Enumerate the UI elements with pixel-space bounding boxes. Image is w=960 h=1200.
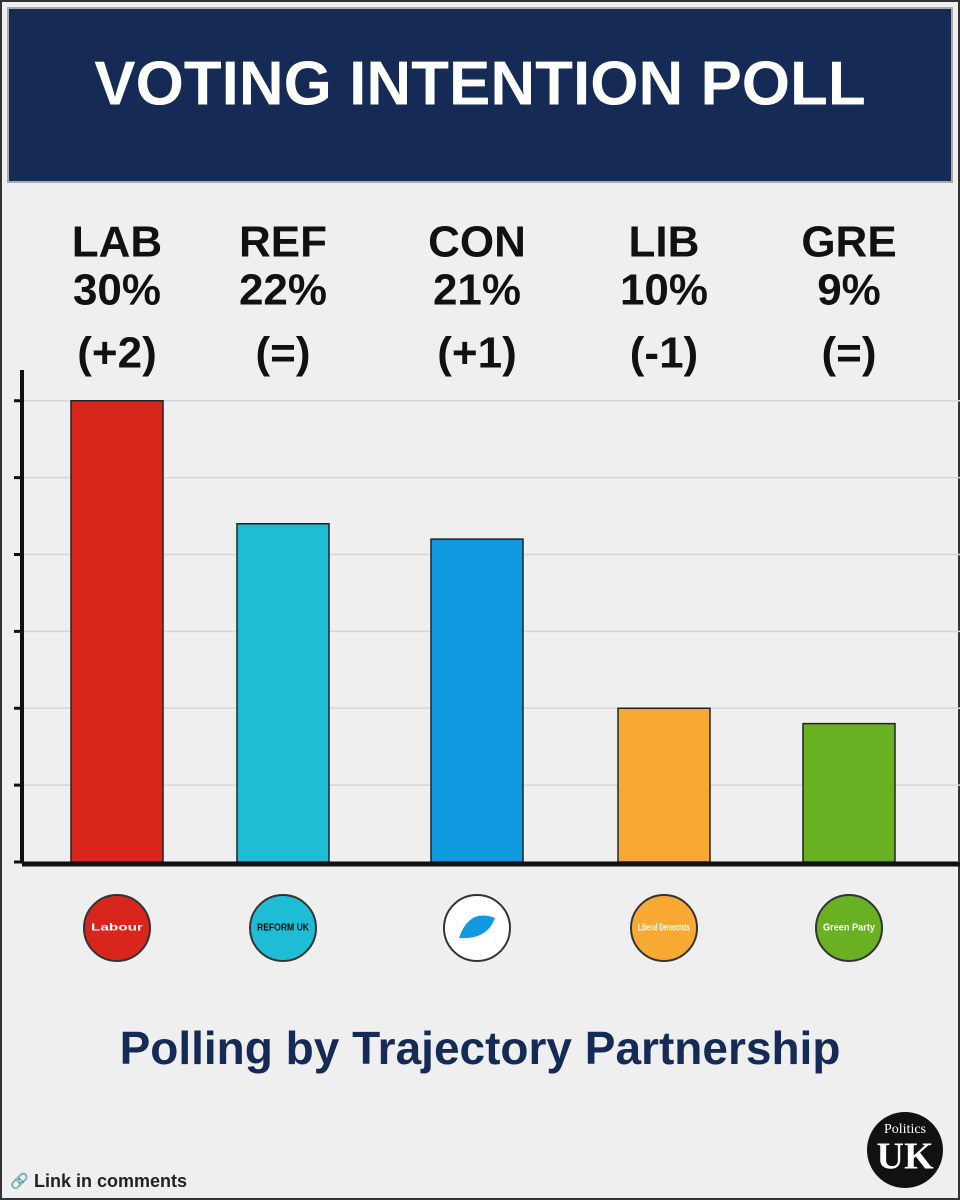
party-name: CON: [428, 218, 526, 267]
link-icon: 🔗: [10, 1171, 29, 1190]
party-logo: [815, 894, 883, 962]
logo-tree: [459, 915, 495, 939]
party-logo: [249, 894, 317, 962]
party-name: GRE: [801, 218, 896, 267]
value-label: 22%: [239, 266, 327, 315]
value-label: 30%: [73, 266, 161, 315]
logo-text: REFORM UK: [257, 923, 310, 934]
chart-title: VOTING INTENTION POLL: [94, 49, 866, 118]
value-label: 10%: [620, 266, 708, 315]
brand-logo: [867, 1112, 943, 1188]
bar: [70, 400, 164, 863]
party-logo: [83, 894, 151, 962]
change-label: (=): [256, 329, 311, 378]
change-label: (-1): [630, 329, 698, 378]
bar: [430, 538, 524, 863]
value-label: 9%: [817, 266, 881, 315]
logo-text: Liberal Democrats: [638, 923, 690, 934]
party-logo: [630, 894, 698, 962]
bar: [236, 523, 330, 863]
party-name: REF: [239, 218, 327, 267]
bar: [617, 707, 711, 863]
party-name: LIB: [629, 218, 700, 267]
party-name: LAB: [72, 218, 162, 267]
logo-text: Labour: [91, 923, 143, 934]
change-label: (+1): [437, 329, 516, 378]
brand-bottom: UK: [877, 1136, 934, 1178]
logo-text: Green Party: [823, 923, 875, 934]
brand-top: Politics: [884, 1122, 926, 1137]
footer-link: Link in comments: [34, 1171, 187, 1191]
bar: [802, 722, 896, 863]
change-label: (+2): [77, 329, 156, 378]
change-label: (=): [822, 329, 877, 378]
subtitle: Polling by Trajectory Partnership: [120, 1022, 841, 1074]
header-box: [7, 7, 953, 183]
value-label: 21%: [433, 266, 521, 315]
